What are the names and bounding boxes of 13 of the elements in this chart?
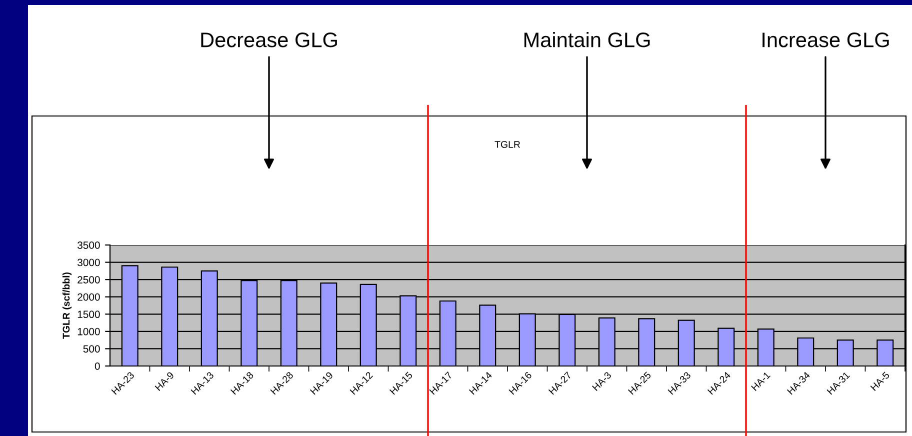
text: Decrease GLG (201, 32, 337, 48)
y-tick-label: 0 (94, 362, 100, 370)
y-tick-label: 1500 (78, 310, 100, 318)
y-tick-label: 2000 (78, 293, 100, 301)
text: Increase GLG (762, 32, 889, 48)
y-tick-label: 500 (83, 345, 100, 353)
y-tick-label: 3500 (78, 242, 100, 249)
y-tick-label: 3000 (78, 258, 100, 266)
y-tick-label: 1000 (78, 328, 100, 336)
y-axis-title: TGLR (scf/bbl) (62, 272, 72, 339)
text: Maintain GLG (524, 32, 650, 48)
y-tick-label: 2500 (78, 276, 100, 284)
chart-title: TGLR (494, 140, 520, 148)
